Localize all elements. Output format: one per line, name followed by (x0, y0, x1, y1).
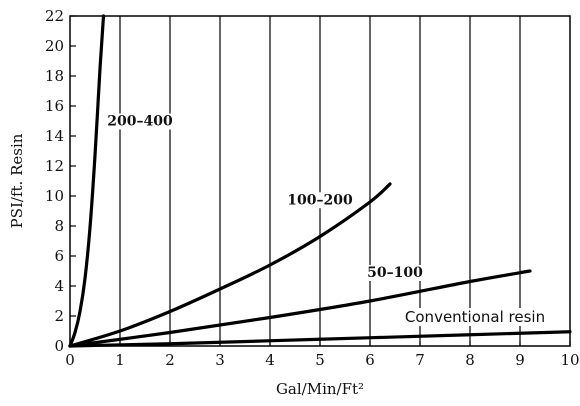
y-tick-label-16: 16 (45, 97, 64, 115)
grid-lines (119, 16, 521, 346)
y-tick-label-20: 20 (45, 37, 64, 55)
y-tick-label-2: 2 (54, 307, 64, 325)
y-tick-label-10: 10 (45, 187, 64, 205)
x-tick-label-4: 4 (265, 351, 275, 369)
y-tick-label-8: 8 (54, 217, 64, 235)
y-tick-label-0: 0 (54, 337, 64, 355)
x-tick-label-10: 10 (560, 351, 579, 369)
series-labels: 200–400 100–200 50–100 Conventional resin (105, 113, 548, 326)
x-axis-ticks: 0 1 2 3 4 5 6 7 8 9 10 (65, 341, 580, 369)
x-tick-label-6: 6 (365, 351, 375, 369)
x-tick-label-8: 8 (465, 351, 475, 369)
series-label-100-200: 100–200 (287, 192, 353, 208)
y-tick-label-12: 12 (45, 157, 64, 175)
y-axis-ticks: 0 2 4 6 8 10 12 14 16 18 20 22 (45, 7, 76, 355)
series-line-200-400 (68, 14, 106, 348)
x-tick-label-3: 3 (215, 351, 225, 369)
y-tick-label-6: 6 (54, 247, 64, 265)
series-label-background (402, 308, 548, 326)
series-label-background (365, 265, 426, 281)
x-tick-label-0: 0 (65, 351, 75, 369)
series-line-50-100 (68, 269, 532, 348)
x-axis-title: Gal/Min/Ft² (276, 380, 364, 398)
series-lines (68, 14, 572, 348)
y-tick-label-18: 18 (45, 67, 64, 85)
x-tick-label-7: 7 (415, 351, 425, 369)
y-tick-label-22: 22 (45, 7, 64, 25)
y-tick-label-4: 4 (54, 277, 64, 295)
series-line-100-200 (68, 182, 392, 348)
series-label-conventional-resin: Conventional resin (405, 308, 545, 326)
series-label-50-100: 50–100 (367, 265, 423, 281)
series-label-200-400: 200–400 (107, 114, 173, 130)
series-label-background (105, 113, 175, 130)
x-tick-label-9: 9 (515, 351, 525, 369)
x-tick-label-2: 2 (165, 351, 175, 369)
x-tick-label-1: 1 (115, 351, 125, 369)
x-tick-label-5: 5 (315, 351, 325, 369)
series-line-conventional-resin (68, 330, 572, 348)
y-tick-label-14: 14 (45, 127, 64, 145)
y-axis-title: PSI/ft. Resin (8, 133, 26, 228)
series-label-background (285, 192, 355, 209)
